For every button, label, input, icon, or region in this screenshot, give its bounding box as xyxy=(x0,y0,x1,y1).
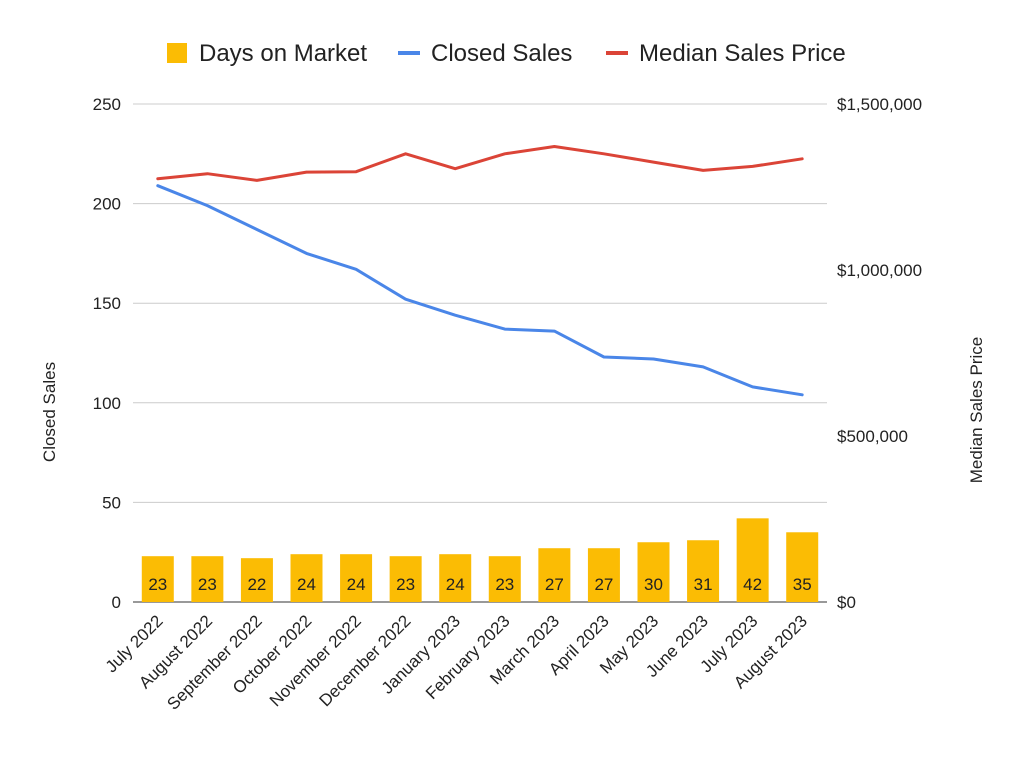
bar-label-january-2023: 24 xyxy=(446,575,465,594)
bar-may-2023 xyxy=(637,542,670,602)
legend: Days on Market Closed Sales Median Sales P… xyxy=(167,40,846,67)
bar-july-2023 xyxy=(736,518,769,602)
bar-label-april-2023: 27 xyxy=(594,575,613,594)
bar-november-2022 xyxy=(340,554,373,602)
bar-label-february-2023: 23 xyxy=(495,575,514,594)
legend-swatch xyxy=(167,43,187,63)
bar-label-june-2023: 31 xyxy=(694,575,713,594)
right-tick-label: $1,500,000 xyxy=(837,95,922,114)
bar-march-2023 xyxy=(538,548,571,602)
bar-october-2022 xyxy=(290,554,323,602)
bar-label-may-2023: 30 xyxy=(644,575,663,594)
bar-label-december-2022: 23 xyxy=(396,575,415,594)
x-tick-label: November 2022 xyxy=(266,611,365,710)
bar-august-2022 xyxy=(191,556,224,602)
bar-label-march-2023: 27 xyxy=(545,575,564,594)
left-tick-label: 150 xyxy=(93,294,121,313)
bar-label-august-2023: 35 xyxy=(793,575,812,594)
bar-label-september-2022: 22 xyxy=(247,575,266,594)
line-median-sales-price xyxy=(156,145,804,182)
legend-item-closed-sales: Closed Sales xyxy=(398,40,572,67)
bar-label-july-2023: 42 xyxy=(743,575,762,594)
legend-label: Closed Sales xyxy=(431,40,572,67)
bar-april-2023 xyxy=(587,548,620,602)
right-tick-label: $1,000,000 xyxy=(837,261,922,280)
left-axis-ticks: 0 50 100 150 200 250 xyxy=(93,95,121,612)
bar-august-2023 xyxy=(786,532,819,602)
bar-label-november-2022: 24 xyxy=(347,575,366,594)
legend-label: Days on Market xyxy=(199,40,367,67)
bar-label-october-2022: 24 xyxy=(297,575,316,594)
bar-december-2022 xyxy=(389,556,422,602)
legend-item-median-sales-price: Median Sales Price xyxy=(606,40,846,67)
bar-july-2022 xyxy=(141,556,174,602)
right-tick-label: $0 xyxy=(837,593,856,612)
left-tick-label: 0 xyxy=(112,593,121,612)
right-axis-title: Median Sales Price xyxy=(967,337,986,483)
bar-series-days-on-market: 23 23 22 24 24 23 24 23 27 27 30 31 42 35 xyxy=(141,518,819,602)
right-tick-label: $500,000 xyxy=(837,427,908,446)
bar-february-2023 xyxy=(488,556,521,602)
left-tick-label: 250 xyxy=(93,95,121,114)
bar-january-2023 xyxy=(439,554,472,602)
line-series xyxy=(156,145,804,397)
left-axis-title: Closed Sales xyxy=(40,362,59,462)
legend-item-days-on-market: Days on Market xyxy=(167,40,367,67)
bar-label-august-2022: 23 xyxy=(198,575,217,594)
left-tick-label: 50 xyxy=(102,493,121,512)
line-closed-sales xyxy=(156,184,804,397)
bar-september-2022 xyxy=(240,558,273,602)
legend-label: Median Sales Price xyxy=(639,40,846,67)
x-tick-label: December 2022 xyxy=(315,611,414,710)
bar-label-july-2022: 23 xyxy=(148,575,167,594)
left-tick-label: 200 xyxy=(93,195,121,214)
bar-june-2023 xyxy=(687,540,720,602)
right-axis-ticks: $0 $500,000 $1,000,000 $1,500,000 xyxy=(837,95,922,612)
left-tick-label: 100 xyxy=(93,394,121,413)
